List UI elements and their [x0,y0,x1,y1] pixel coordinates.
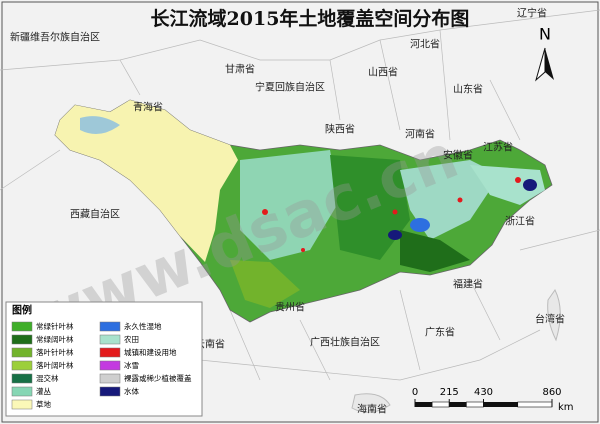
place-label: 河北省 [410,38,440,51]
scale-segment [517,401,553,408]
place-label: 宁夏回族自治区 [255,81,325,94]
legend-swatch [99,386,121,397]
place-label: 江苏省 [483,141,513,154]
legend-swatch [99,334,121,345]
place-label: 山西省 [368,66,398,79]
legend-label: 草地 [36,399,51,409]
place-label: 西藏自治区 [70,208,120,221]
legend-label: 常绿针叶林 [36,321,74,331]
legend-label: 农田 [124,334,139,344]
scale-label: 860 [542,387,561,398]
legend-label: 落叶阔叶林 [36,360,74,370]
legend-swatch [99,321,121,332]
place-label: 广西壮族自治区 [310,336,380,349]
place-label: 新疆维吾尔族自治区 [10,31,100,44]
legend-swatch [99,360,121,371]
legend-swatch [99,373,121,384]
legend-swatch [11,386,33,397]
place-label: 安徽省 [443,149,473,162]
scale-segment [415,402,433,407]
place-label: 陕西省 [325,123,355,136]
scale-bar: 0 215 430 860 km [412,387,574,413]
scale-segment [466,401,484,408]
place-label: 浙江省 [505,215,535,228]
legend-label: 冰雪 [124,360,139,370]
taiwan [547,289,561,342]
place-label: 辽宁省 [517,7,547,20]
place-label: 海南省 [357,403,387,416]
place-label: 贵州省 [275,301,305,314]
scale-unit: km [558,402,574,413]
scale-segment [431,401,450,408]
legend-label: 水体 [124,386,139,396]
legend-label: 常绿阔叶林 [36,334,74,344]
scale-segment [483,402,518,407]
legend-swatch [99,347,121,358]
legend-swatch [11,373,33,384]
legend-label: 城镇和建设用地 [124,347,177,357]
legend-swatch [11,321,33,332]
place-label: 广东省 [425,326,455,339]
map-title: 长江流域2015年土地覆盖空间分布图 [151,7,470,30]
legend-label: 灌丛 [36,386,51,396]
legend-label: 裸露或稀少植被覆盖 [124,373,192,383]
legend-title: 图例 [12,304,32,317]
place-label: 甘肃省 [225,63,255,76]
scale-label: 215 [440,387,459,398]
scale-label: 430 [474,387,493,398]
place-label: 青海省 [133,101,163,114]
place-label: 山东省 [453,83,483,96]
legend-label: 落叶针叶林 [36,347,74,357]
legend-label: 混交林 [36,373,59,383]
hainan [351,393,391,413]
province-borders [0,9,600,381]
legend-swatch [11,334,33,345]
scale-label: 0 [412,387,418,398]
legend-swatch [11,360,33,371]
place-label: 河南省 [405,128,435,141]
north-label: N [539,25,551,44]
place-label: 福建省 [453,278,483,291]
north-arrow: N [535,25,554,82]
basin [54,99,553,323]
place-label: 台湾省 [535,313,565,326]
legend-swatch [11,347,33,358]
legend-swatch [11,399,33,410]
legend-label: 永久性湿地 [124,321,162,331]
scale-segment [449,402,467,407]
